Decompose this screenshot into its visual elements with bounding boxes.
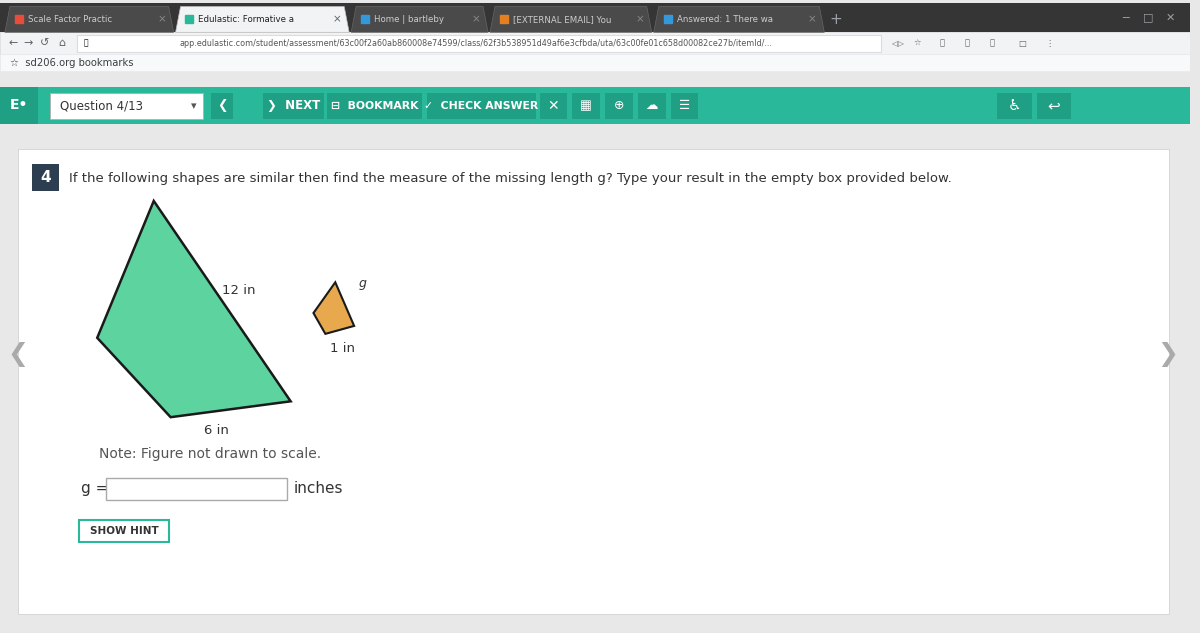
Text: ×: ×: [636, 15, 644, 25]
Text: If the following shapes are similar then find the measure of the missing length : If the following shapes are similar then…: [70, 172, 952, 185]
Text: →: →: [23, 38, 32, 48]
Text: ❮: ❮: [217, 99, 228, 112]
Bar: [638, 93, 666, 118]
Text: ×: ×: [808, 15, 817, 25]
Bar: [572, 93, 600, 118]
Text: ❯  NEXT: ❯ NEXT: [266, 99, 320, 112]
Text: ☆: ☆: [914, 39, 922, 47]
Text: ↩: ↩: [1048, 98, 1061, 113]
Text: ☆  sd206.org bookmarks: ☆ sd206.org bookmarks: [10, 58, 133, 68]
Text: 12 in: 12 in: [222, 284, 256, 297]
Text: ✓  CHECK ANSWER: ✓ CHECK ANSWER: [424, 101, 539, 111]
Text: Home | bartleby: Home | bartleby: [374, 15, 444, 24]
Text: Note: Figure not drawn to scale.: Note: Figure not drawn to scale.: [100, 447, 322, 461]
Bar: [671, 93, 698, 118]
Text: ×: ×: [472, 15, 480, 25]
Text: ✕: ✕: [547, 99, 559, 113]
Bar: [263, 93, 324, 118]
Text: ☁: ☁: [646, 99, 658, 112]
Text: ❮: ❮: [8, 342, 29, 367]
Text: 🔴: 🔴: [940, 39, 944, 47]
Text: E•: E•: [10, 98, 28, 112]
Polygon shape: [490, 6, 652, 32]
Text: ⭐: ⭐: [990, 39, 995, 47]
Text: □: □: [1144, 13, 1154, 22]
Bar: [426, 93, 535, 118]
Text: ⋮: ⋮: [1045, 39, 1054, 47]
Bar: [0, 87, 1190, 123]
Bar: [1037, 93, 1072, 118]
Text: Scale Factor Practic: Scale Factor Practic: [28, 15, 112, 24]
Text: ←: ←: [8, 38, 18, 48]
Bar: [77, 35, 881, 52]
Bar: [0, 3, 1190, 32]
Text: [EXTERNAL EMAIL] You: [EXTERNAL EMAIL] You: [512, 15, 611, 24]
Text: 4: 4: [40, 170, 50, 185]
Text: □: □: [1018, 39, 1026, 47]
Text: ─: ─: [1122, 13, 1129, 22]
Text: ×: ×: [157, 15, 166, 25]
Bar: [211, 93, 233, 118]
Bar: [79, 520, 169, 542]
Text: g =: g =: [82, 481, 109, 496]
Bar: [18, 149, 1169, 613]
Text: Answered: 1 There wa: Answered: 1 There wa: [677, 15, 773, 24]
Polygon shape: [97, 201, 290, 417]
Text: +: +: [830, 12, 842, 27]
Bar: [605, 93, 632, 118]
Bar: [106, 478, 287, 499]
Text: ⌂: ⌂: [58, 38, 65, 48]
Text: ▾: ▾: [191, 101, 197, 111]
Text: app.edulastic.com/student/assessment/63c00f2a60ab860008e74599/class/62f3b538951d: app.edulastic.com/student/assessment/63c…: [180, 39, 773, 47]
Bar: [0, 54, 1190, 71]
Text: ↺: ↺: [40, 38, 49, 48]
Text: ▦: ▦: [581, 99, 592, 112]
Text: ⊟  BOOKMARK: ⊟ BOOKMARK: [331, 101, 419, 111]
Polygon shape: [175, 6, 349, 32]
Text: 🔒: 🔒: [83, 39, 88, 47]
Bar: [997, 93, 1032, 118]
Bar: [0, 87, 37, 123]
Bar: [31, 164, 59, 191]
Bar: [49, 93, 203, 118]
Polygon shape: [654, 6, 824, 32]
Text: 1 in: 1 in: [330, 342, 355, 354]
Text: Question 4/13: Question 4/13: [60, 99, 143, 112]
Polygon shape: [313, 282, 354, 334]
Bar: [540, 93, 568, 118]
Bar: [328, 93, 421, 118]
Text: ♿: ♿: [1008, 98, 1021, 113]
Text: inches: inches: [294, 481, 343, 496]
Text: ✕: ✕: [1166, 13, 1175, 22]
Text: g: g: [358, 277, 366, 290]
Text: 📕: 📕: [965, 39, 970, 47]
Text: ⊕: ⊕: [613, 99, 624, 112]
Bar: [0, 32, 1190, 54]
Text: ◁▷: ◁▷: [892, 39, 905, 47]
Text: ❯: ❯: [1158, 342, 1178, 367]
Text: SHOW HINT: SHOW HINT: [90, 526, 158, 536]
Text: ☰: ☰: [679, 99, 690, 112]
Text: Edulastic: Formative a: Edulastic: Formative a: [198, 15, 294, 24]
Text: 6 in: 6 in: [204, 424, 229, 437]
Text: ×: ×: [332, 15, 342, 25]
Bar: [0, 71, 1190, 630]
Polygon shape: [352, 6, 488, 32]
Polygon shape: [5, 6, 174, 32]
